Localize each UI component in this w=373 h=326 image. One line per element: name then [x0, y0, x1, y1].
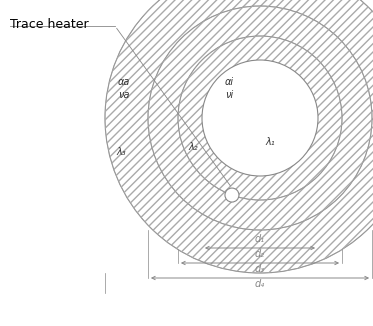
Circle shape: [225, 188, 239, 202]
Text: Trace heater: Trace heater: [10, 18, 89, 31]
Circle shape: [148, 6, 372, 230]
Text: αi: αi: [225, 77, 234, 87]
Text: λ₁: λ₁: [265, 137, 275, 147]
Text: λ₃: λ₃: [116, 147, 126, 157]
Text: νa: νa: [118, 90, 129, 100]
Circle shape: [105, 0, 373, 273]
Text: d₂: d₂: [255, 249, 265, 259]
Text: αa: αa: [118, 77, 131, 87]
Text: d₃: d₃: [255, 264, 265, 274]
Circle shape: [178, 36, 342, 200]
Circle shape: [202, 60, 318, 176]
Text: d₄: d₄: [255, 279, 265, 289]
Text: d₁: d₁: [255, 234, 265, 244]
Text: λ₂: λ₂: [188, 142, 198, 152]
Text: νi: νi: [225, 90, 233, 100]
